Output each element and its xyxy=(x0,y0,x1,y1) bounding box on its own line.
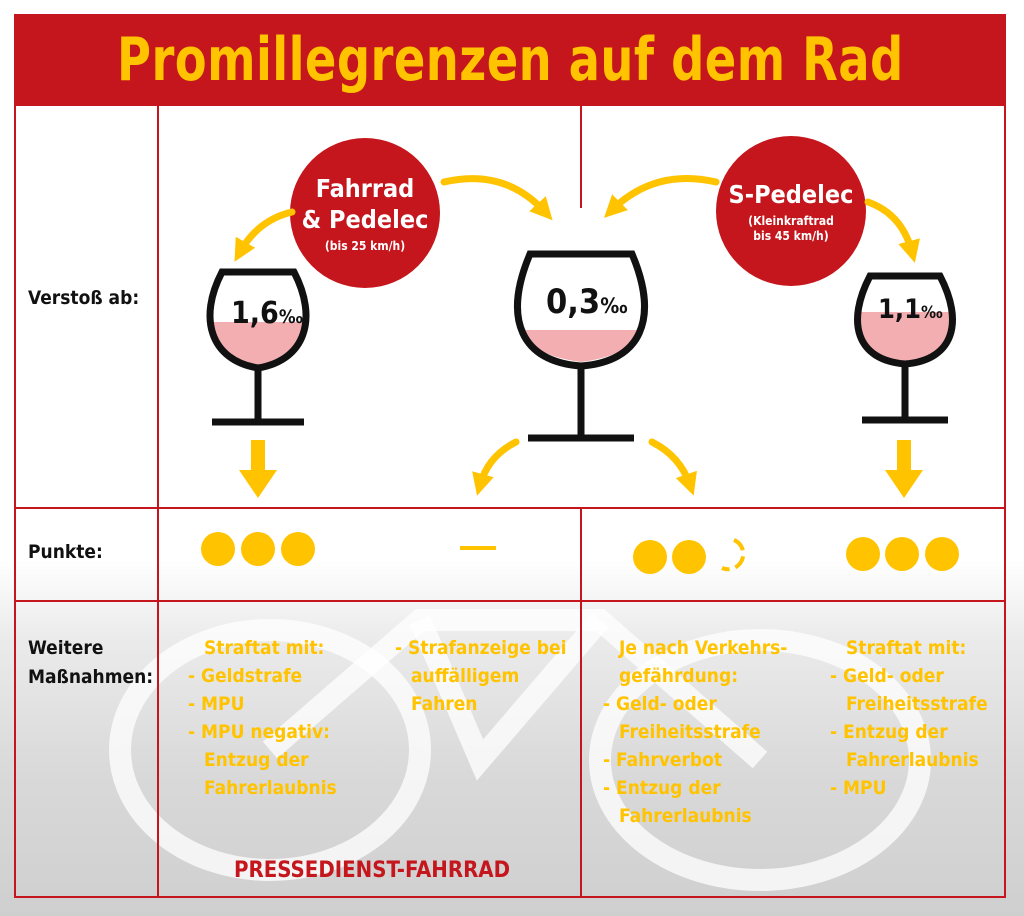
measure-line: Fahren xyxy=(411,693,478,715)
grid-row-divider-2 xyxy=(14,600,1006,602)
measure-line: - Entzug der xyxy=(603,777,721,799)
grid-bottom-center-divider xyxy=(580,508,582,898)
grid-left-border xyxy=(14,106,16,898)
row-label-massnahmen-line1: Weitere xyxy=(28,637,104,659)
punkte-dot xyxy=(201,532,235,566)
grid-bottom-border xyxy=(14,896,1006,898)
measure-line: Freiheitsstrafe xyxy=(846,693,988,715)
category-circle-fahrrad: Fahrrad & Pedelec (bis 25 km/h) xyxy=(290,138,440,288)
measures-col-fahrrad-16: Straftat mit: - Geldstrafe - MPU - MPU n… xyxy=(188,634,337,802)
measure-line: Fahrerlaubnis xyxy=(619,805,752,827)
glass-value-16-unit: ‰ xyxy=(278,307,303,328)
arrow-down-right xyxy=(885,440,923,498)
measure-line: - Geld- oder xyxy=(603,693,717,715)
glass-value-03-unit: ‰ xyxy=(600,293,628,318)
punkte-dot xyxy=(925,537,959,571)
glass-value-11-unit: ‰ xyxy=(921,302,943,322)
wine-glass-16 xyxy=(206,268,310,426)
arrow-fahrrad-to-03 xyxy=(440,175,553,221)
punkte-dot xyxy=(846,537,880,571)
glass-value-11: 1,1‰ xyxy=(878,294,943,325)
glass-value-11-number: 1,1 xyxy=(878,294,922,325)
punkte-dot xyxy=(885,537,919,571)
measure-line: - MPU xyxy=(830,777,887,799)
measure-line: Je nach Verkehrs- xyxy=(619,637,788,659)
category-circle-spedelec: S-Pedelec (Kleinkraftrad bis 45 km/h) xyxy=(716,136,866,286)
measures-col-spedelec-03: Je nach Verkehrs- gefährdung: - Geld- od… xyxy=(603,634,787,830)
grid-right-border xyxy=(1004,106,1006,898)
category-spedelec-note2: bis 45 km/h) xyxy=(753,228,829,243)
glass-value-03: 0,3‰ xyxy=(546,282,628,322)
down-arrows xyxy=(239,440,923,498)
grid-row-divider-1 xyxy=(14,507,1006,509)
measure-line: Entzug der xyxy=(204,749,309,771)
measure-line: - Geldstrafe xyxy=(188,665,303,687)
title-bar: Promillegrenzen auf dem Rad xyxy=(14,14,1006,106)
measure-line: - MPU xyxy=(188,693,245,715)
punkte-dot xyxy=(241,532,275,566)
row-label-massnahmen: Weitere Maßnahmen: xyxy=(28,634,153,692)
row-label-punkte: Punkte: xyxy=(28,541,103,563)
bike-lane-symbol xyxy=(109,609,931,891)
footer-brand: PRESSEDIENST-FAHRRAD xyxy=(234,858,511,883)
arrow-fahrrad-to-16 xyxy=(234,208,296,262)
arrow-03-down-right xyxy=(648,438,697,496)
measure-line: Fahrerlaubnis xyxy=(846,749,979,771)
arrow-spedelec-to-11 xyxy=(864,198,920,263)
punkte-dot xyxy=(281,532,315,566)
glass-value-16: 1,6‰ xyxy=(231,296,303,331)
category-fahrrad-line2: & Pedelec xyxy=(301,204,429,234)
measure-line: - Entzug der xyxy=(830,721,948,743)
measure-line: - MPU negativ: xyxy=(188,721,330,743)
row-label-verstoss: Verstoß ab: xyxy=(28,287,140,309)
measure-line: gefährdung: xyxy=(619,665,739,687)
measures-col-spedelec-11: Straftat mit: - Geld- oder Freiheitsstra… xyxy=(830,634,988,802)
measures-col-fahrrad-03: - Strafanzeige bei auffälligem Fahren xyxy=(395,634,567,718)
grid-top-center-divider xyxy=(580,106,582,208)
category-spedelec-note1: (Kleinkraftrad xyxy=(748,213,834,228)
arrow-down-left xyxy=(239,440,277,498)
measure-line: - Geld- oder xyxy=(830,665,944,687)
category-spedelec-line1: S-Pedelec xyxy=(728,179,854,209)
measure-line: auffälligem xyxy=(411,665,520,687)
arrow-spedelec-to-03 xyxy=(603,175,720,218)
page-title: Promillegrenzen auf dem Rad xyxy=(116,25,904,95)
measure-line: - Fahrverbot xyxy=(603,749,723,771)
glass-value-03-number: 0,3 xyxy=(546,282,601,322)
measure-line: Freiheitsstrafe xyxy=(619,721,761,743)
glass-value-16-number: 1,6 xyxy=(231,296,279,331)
row-label-massnahmen-line2: Maßnahmen: xyxy=(28,666,154,688)
category-fahrrad-line1: Fahrrad xyxy=(315,173,415,203)
measure-line: Fahrerlaubnis xyxy=(204,777,337,799)
category-fahrrad-note: (bis 25 km/h) xyxy=(324,238,406,253)
measure-line: Straftat mit: xyxy=(846,637,967,659)
grid-label-divider xyxy=(157,106,159,898)
measure-line: - Strafanzeige bei xyxy=(395,637,567,659)
punkte-dot xyxy=(672,540,706,574)
measure-line: Straftat mit: xyxy=(204,637,325,659)
punkte-dot xyxy=(633,540,667,574)
arrow-03-down-left xyxy=(472,438,520,496)
